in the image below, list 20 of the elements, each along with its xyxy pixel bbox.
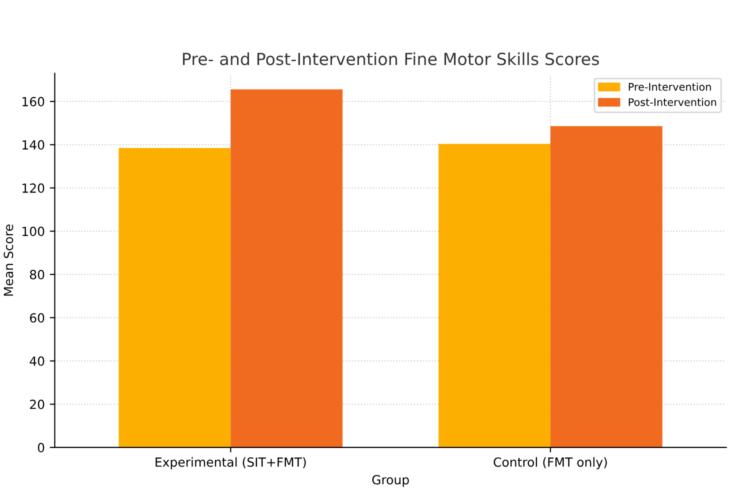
x-axis-title: Group <box>372 475 409 487</box>
legend-label: Post-Intervention <box>628 98 716 106</box>
y-axis-title: Mean Score <box>4 224 14 296</box>
y-tick-label: 80 <box>30 270 44 280</box>
y-tick-label: 0 <box>38 442 44 452</box>
y-tick-label: 100 <box>22 226 44 236</box>
bar <box>118 148 231 448</box>
bar <box>230 89 343 448</box>
y-tick-label: 20 <box>30 400 44 410</box>
x-tick-label: Control (FMT only) <box>494 457 607 470</box>
y-tick-label: 160 <box>22 96 44 106</box>
x-tick-label: Experimental (SIT+FMT) <box>156 457 306 470</box>
bar <box>550 126 662 448</box>
y-tick-label: 140 <box>22 140 44 150</box>
y-tick-label: 40 <box>30 356 44 366</box>
y-tick-label: 120 <box>22 183 44 193</box>
chart-title: Pre- and Post-Intervention Fine Motor Skills Scores <box>182 52 599 66</box>
y-tick-label: 60 <box>30 313 44 323</box>
bar <box>438 144 550 448</box>
legend-label: Pre-Intervention <box>628 82 711 91</box>
